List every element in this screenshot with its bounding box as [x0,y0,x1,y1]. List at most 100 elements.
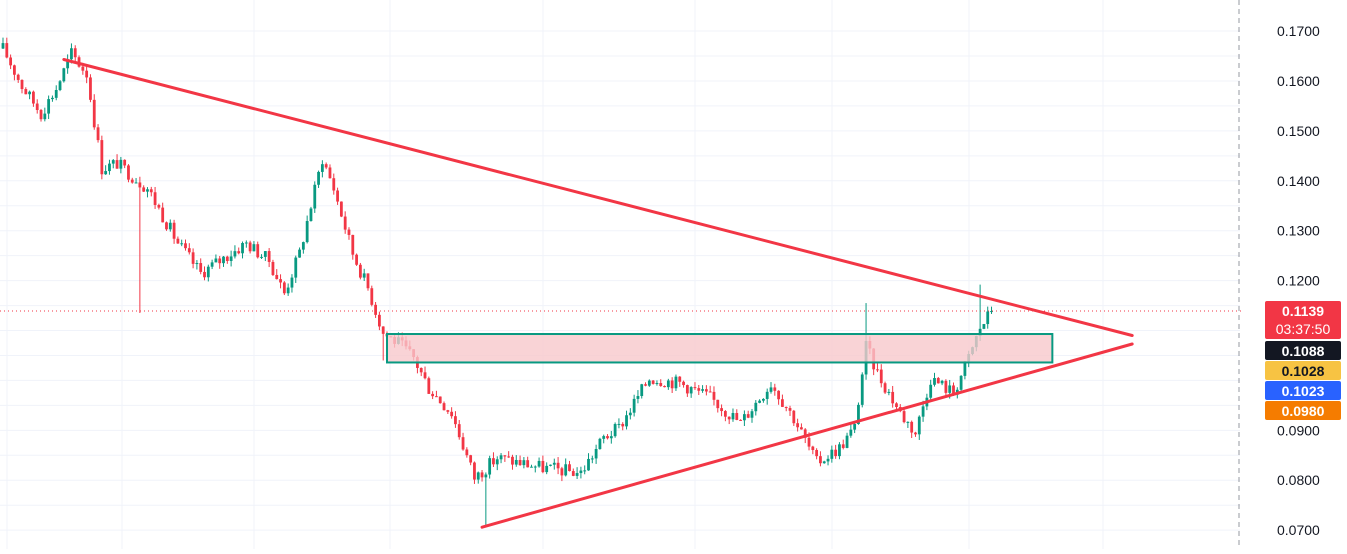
candle[interactable] [796,418,800,432]
candle[interactable] [157,203,161,210]
candle[interactable] [252,241,256,252]
candle[interactable] [849,424,853,438]
candle[interactable] [830,445,834,463]
candle[interactable] [647,379,651,387]
candle[interactable] [153,186,157,209]
candle[interactable] [674,374,678,391]
candle[interactable] [545,462,549,475]
candle[interactable] [537,457,541,468]
candle[interactable] [66,54,70,74]
candle[interactable] [838,442,841,460]
candle[interactable] [351,234,355,260]
candle[interactable] [492,452,495,468]
candle[interactable] [982,323,986,330]
candle[interactable] [689,386,693,398]
candle[interactable] [819,451,822,467]
candle[interactable] [762,398,765,403]
candle[interactable] [271,259,275,277]
price-badge[interactable] [1265,341,1341,361]
candle[interactable] [28,90,32,100]
candle[interactable] [944,379,948,396]
candle[interactable] [651,379,655,385]
candle[interactable] [708,385,712,393]
candle[interactable] [161,202,165,223]
candle[interactable] [758,399,761,404]
candle[interactable] [933,372,936,387]
candle[interactable] [731,408,735,422]
candle[interactable] [678,376,682,387]
candle[interactable] [788,405,792,416]
candle[interactable] [222,256,225,267]
candle[interactable] [130,177,134,184]
candle[interactable] [427,376,431,394]
candle[interactable] [640,383,644,399]
candle[interactable] [294,255,298,283]
candle[interactable] [119,156,123,174]
candle[interactable] [723,410,727,422]
candle[interactable] [435,390,438,398]
candle[interactable] [195,260,199,270]
candle[interactable] [168,219,172,232]
candle[interactable] [777,390,781,405]
candle[interactable] [165,221,168,231]
candle[interactable] [58,79,62,92]
candle[interactable] [476,471,480,484]
candle[interactable] [454,411,457,428]
candle[interactable] [560,466,564,482]
candle[interactable] [978,284,982,342]
candle[interactable] [663,385,666,388]
candle[interactable] [518,455,522,466]
candle[interactable] [773,383,777,396]
candle[interactable] [609,430,613,444]
candle[interactable] [670,377,674,394]
candle[interactable] [765,388,769,405]
candle[interactable] [902,409,906,424]
candle[interactable] [792,409,796,426]
candle[interactable] [279,274,282,289]
candle[interactable] [203,266,206,281]
candle[interactable] [720,404,723,417]
candle[interactable] [96,124,100,143]
candle[interactable] [77,55,81,68]
candle[interactable] [682,380,685,388]
candle[interactable] [355,253,358,266]
candle[interactable] [419,367,423,377]
candle[interactable] [256,241,260,259]
candle[interactable] [324,162,328,170]
candle[interactable] [43,107,47,122]
candle[interactable] [990,306,993,314]
candle[interactable] [431,391,435,400]
price-badge[interactable] [1265,361,1341,381]
candle[interactable] [85,65,89,84]
candle[interactable] [210,259,214,270]
candle[interactable] [328,164,332,179]
candle[interactable] [701,385,704,393]
candle[interactable] [176,236,180,244]
candle[interactable] [286,283,290,296]
candle[interactable] [959,375,963,394]
candle[interactable] [499,453,503,464]
candle[interactable] [826,455,830,466]
candle[interactable] [914,431,917,437]
candle[interactable] [860,372,864,408]
candle[interactable] [556,457,560,475]
candle[interactable] [461,432,465,451]
candle[interactable] [986,306,990,329]
candle[interactable] [644,382,647,387]
candle[interactable] [541,455,545,474]
candle[interactable] [115,154,119,169]
candle[interactable] [339,201,343,218]
candle[interactable] [746,410,750,419]
candle[interactable] [290,274,294,293]
candle[interactable] [206,264,210,282]
candle[interactable] [172,219,176,244]
candles[interactable] [1,37,993,528]
candle[interactable] [347,227,351,240]
candle[interactable] [89,74,92,103]
candle[interactable] [229,250,233,267]
candle[interactable] [876,363,879,373]
candle[interactable] [598,437,602,450]
candle[interactable] [522,457,526,469]
candle[interactable] [469,454,473,466]
candle[interactable] [214,254,218,263]
